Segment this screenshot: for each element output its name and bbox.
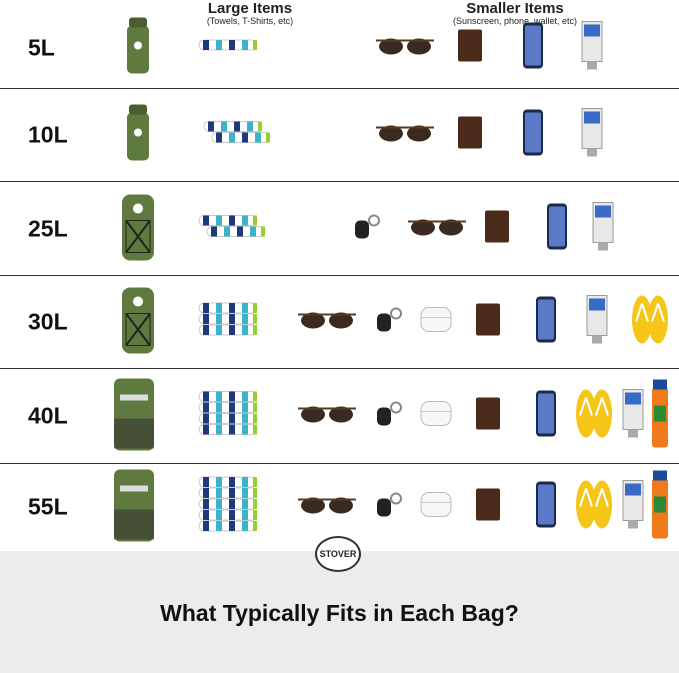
car-keys-icon	[353, 212, 383, 245]
bag-size-label: 55L	[28, 493, 68, 520]
flip-flops-icon	[572, 388, 616, 445]
car-keys-icon	[375, 306, 405, 339]
flip-flops-icon	[572, 479, 616, 536]
sunscreen-icon	[621, 389, 645, 444]
bag-row-25l: 25L	[0, 182, 679, 276]
sunglasses-icon	[374, 35, 436, 62]
earbuds-icon	[420, 491, 452, 524]
small-items-title: Smaller Items	[466, 0, 564, 17]
logo-text: STOVER	[319, 549, 357, 559]
large-items-subtitle: (Towels, T-Shirts, etc)	[206, 16, 294, 26]
wallet-icon	[484, 209, 510, 248]
car-keys-icon	[375, 400, 405, 433]
towels-icon	[195, 34, 275, 62]
sunscreen-spray-icon	[650, 469, 670, 546]
towels-icon	[195, 471, 275, 543]
backpack-large-icon	[110, 466, 158, 549]
bag-row-10l: 10L	[0, 89, 679, 182]
bag-row-5l: 5L	[0, 0, 679, 89]
bag-size-label: 30L	[28, 308, 68, 335]
towels-icon	[195, 386, 275, 447]
sunscreen-spray-icon	[650, 378, 670, 455]
car-keys-icon	[375, 491, 405, 524]
wallet-icon	[475, 488, 501, 527]
phone-icon	[535, 296, 557, 349]
sunscreen-icon	[580, 21, 604, 76]
dry-bag-icon	[123, 16, 153, 81]
bag-size-label: 5L	[28, 34, 55, 61]
sunglasses-icon	[374, 122, 436, 149]
backpack-icon	[118, 190, 158, 267]
bag-row-55l: 55L	[0, 464, 679, 551]
towels-icon	[195, 209, 275, 248]
phone-icon	[522, 22, 544, 75]
small-items-header: Smaller Items (Sunscreen, phone, wallet,…	[420, 1, 610, 27]
sunglasses-icon	[296, 403, 358, 430]
backpack-large-icon	[110, 375, 158, 458]
wallet-icon	[457, 116, 483, 155]
towels-icon	[195, 297, 275, 347]
phone-icon	[522, 109, 544, 162]
bag-row-40l: 40L	[0, 369, 679, 464]
backpack-icon	[118, 284, 158, 361]
flip-flops-icon	[628, 294, 672, 351]
wallet-icon	[457, 29, 483, 68]
footer-title: What Typically Fits in Each Bag?	[160, 600, 519, 626]
sunglasses-icon	[296, 494, 358, 521]
sunscreen-icon	[585, 295, 609, 350]
bag-size-label: 25L	[28, 215, 68, 241]
dry-bag-icon	[123, 103, 153, 168]
sunglasses-icon	[296, 309, 358, 336]
earbuds-icon	[420, 306, 452, 339]
bag-size-label: 40L	[28, 402, 68, 429]
wallet-icon	[475, 303, 501, 342]
phone-icon	[535, 390, 557, 443]
phone-icon	[535, 481, 557, 534]
small-items-subtitle: (Sunscreen, phone, wallet, etc)	[452, 16, 578, 26]
large-items-header: Large Items (Towels, T-Shirts, etc)	[195, 1, 305, 27]
sunscreen-icon	[591, 201, 615, 256]
wallet-icon	[475, 397, 501, 436]
bag-size-label: 10L	[28, 121, 68, 148]
sunscreen-icon	[621, 480, 645, 535]
towels-icon	[200, 116, 280, 155]
bag-row-30l: 30L	[0, 276, 679, 369]
phone-icon	[546, 202, 568, 255]
large-items-title: Large Items	[207, 0, 293, 17]
sunglasses-icon	[406, 215, 468, 242]
earbuds-icon	[420, 400, 452, 433]
sunscreen-icon	[580, 108, 604, 163]
stover-logo: STOVER	[315, 536, 361, 572]
